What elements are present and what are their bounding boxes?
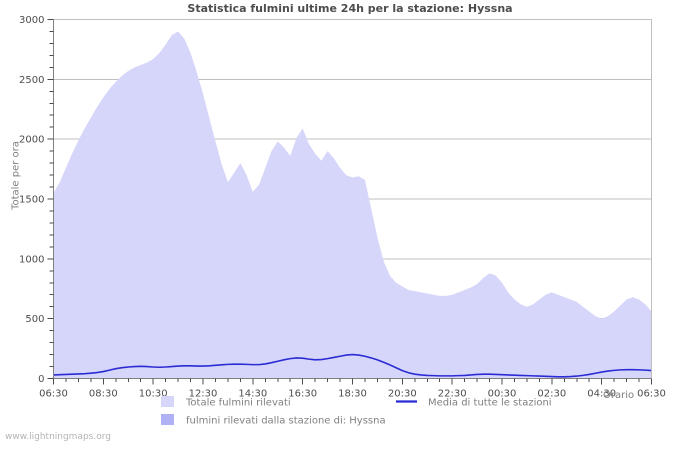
area-total-fulmini — [53, 31, 652, 379]
y-axis-label: Totale per ora — [10, 141, 22, 210]
x-tick-label: 04:30 — [587, 389, 616, 400]
x-tick-label: 06:30 — [39, 389, 68, 400]
x-tick-label: 20:30 — [388, 389, 417, 400]
x-tick-label: 10:30 — [139, 389, 168, 400]
y-tick-label: 2000 — [19, 135, 44, 146]
chart-legend: Totale fulmini rilevati fulmini rilevati … — [161, 396, 552, 427]
x-tick-label: 22:30 — [438, 389, 467, 400]
x-tick-label: 18:30 — [338, 389, 367, 400]
legend-label: Media di tutte le stazioni — [428, 398, 552, 409]
legend-label: fulmini rilevati dalla stazione di: Hyss… — [186, 416, 386, 427]
chart-title: Statistica fulmini ultime 24h per la sta… — [187, 2, 513, 15]
x-tick-label: 02:30 — [537, 389, 566, 400]
x-tick-label: 00:30 — [488, 389, 517, 400]
area-series-layer — [53, 31, 652, 379]
x-tick-label: 16:30 — [288, 389, 317, 400]
watermark-text: www.lightningmaps.org — [5, 432, 111, 442]
y-axis-ticks: 0 500 1000 1500 2000 2500 3000 — [19, 15, 54, 385]
x-axis-label: Orario — [603, 390, 635, 401]
y-tick-label: 2500 — [19, 75, 44, 86]
mean-line-layer — [53, 353, 652, 378]
y-tick-label: 0 — [38, 374, 44, 385]
x-tick-label: 14:30 — [238, 389, 267, 400]
y-tick-label: 500 — [25, 314, 44, 325]
legend-swatch — [161, 396, 174, 407]
y-tick-label: 1500 — [19, 195, 44, 206]
legend-label: Totale fulmini rilevati — [185, 398, 291, 409]
line-media-stazioni — [53, 353, 652, 378]
x-tick-label: 06:30 — [637, 389, 666, 400]
x-axis-ticks: 06:30 08:30 10:30 12:30 14:30 16:30 18:30 20:30… — [39, 378, 666, 400]
x-tick-label: 12:30 — [189, 389, 218, 400]
x-tick-label: 08:30 — [89, 389, 118, 400]
y-tick-label: 3000 — [19, 15, 44, 26]
legend-swatch — [161, 414, 174, 425]
y-tick-label: 1000 — [19, 254, 44, 265]
